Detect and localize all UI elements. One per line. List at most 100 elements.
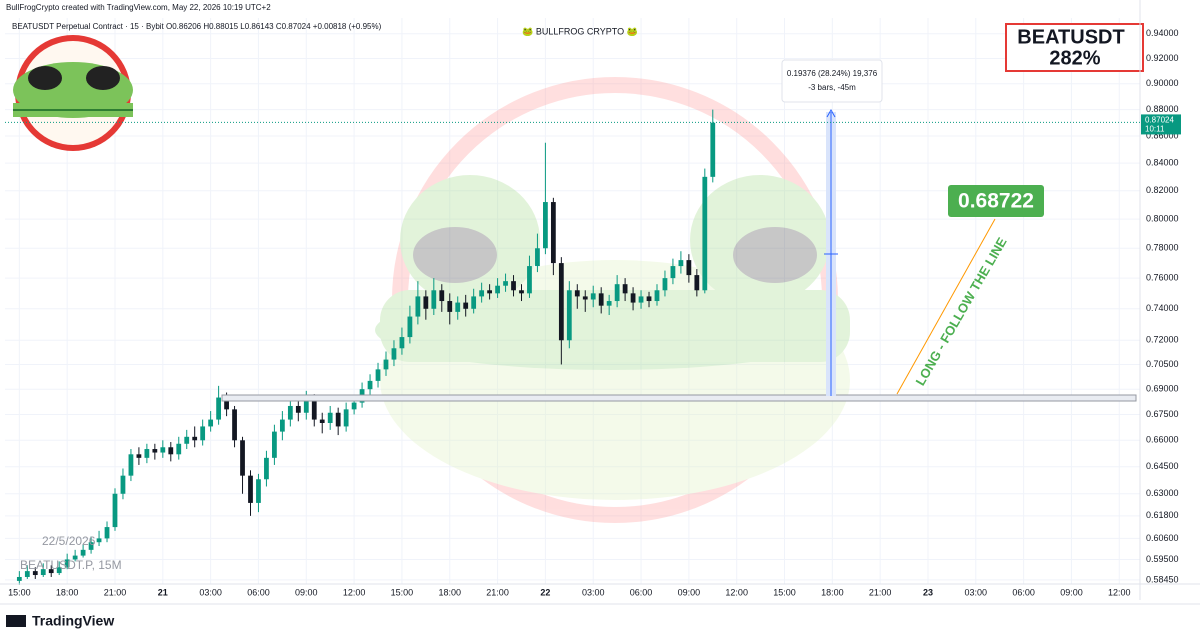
candle-body — [80, 549, 86, 556]
candle-body — [311, 399, 317, 420]
y-tick-label: 0.69000 — [1146, 384, 1179, 394]
x-tick-label: 03:00 — [965, 587, 988, 597]
candle-body — [152, 449, 158, 453]
candle-body — [248, 475, 253, 503]
watermark-title: 🐸 BULLFROG CRYPTO 🐸 — [522, 26, 638, 36]
candle-body — [216, 397, 222, 420]
candle-body — [176, 443, 182, 455]
candle-body — [622, 284, 628, 294]
candle-body — [439, 290, 445, 302]
candle-body — [24, 571, 30, 577]
candle-body — [351, 402, 357, 410]
axes: 0.58450 0.59500 0.60600 0.61800 0.63000 0.645… — [5, 28, 1181, 597]
candle-body — [423, 296, 429, 309]
x-tick-label: 21 — [158, 587, 168, 597]
candle-body — [48, 569, 54, 574]
candle-body — [56, 567, 62, 574]
candle-body — [272, 431, 277, 458]
y-tick-label: 0.82000 — [1146, 185, 1179, 195]
candle-body — [415, 296, 421, 317]
countdown: 10:11 — [1145, 125, 1165, 134]
grid — [5, 18, 1140, 584]
y-tick-label: 0.94000 — [1146, 28, 1179, 38]
candle-body — [88, 542, 94, 550]
candle-body — [590, 293, 596, 300]
y-tick-label: 0.84000 — [1146, 157, 1179, 167]
x-tick-label: 03:00 — [199, 587, 222, 597]
candle-body — [200, 426, 206, 441]
candle-body — [550, 202, 556, 264]
candle-body — [295, 405, 301, 413]
y-tick-label: 0.70500 — [1146, 359, 1179, 369]
level-label: 0.68722 — [958, 190, 1034, 213]
legend: BEATUSDT Perpetual Contract · 15 · Bybit… — [12, 22, 382, 31]
candle-body — [407, 316, 413, 338]
x-tick-label: 18:00 — [821, 587, 844, 597]
candle-body — [112, 493, 118, 528]
candle-body — [168, 447, 174, 455]
y-tick-label: 0.72000 — [1146, 335, 1179, 345]
candle-body — [598, 293, 604, 306]
candle-body — [447, 301, 453, 312]
candle-body — [327, 412, 333, 424]
candle-body — [399, 337, 405, 349]
x-tick-label: 09:00 — [1060, 587, 1083, 597]
candle-body — [519, 290, 524, 294]
candle-body — [710, 122, 716, 177]
candle-body — [543, 202, 548, 249]
y-tick-label: 0.66000 — [1146, 435, 1179, 445]
x-tick-label: 06:00 — [247, 587, 270, 597]
candle-body — [264, 457, 269, 480]
measure-text: 0.19376 (28.24%) 19,376 — [787, 69, 878, 78]
candle-body — [279, 419, 285, 432]
logo — [13, 35, 133, 151]
candle-body — [670, 266, 676, 279]
symbol-name: BEATUSDT.P, 15M — [20, 558, 122, 572]
y-tick-label: 0.67500 — [1146, 409, 1179, 419]
candle-body — [646, 296, 652, 302]
candle-body — [184, 436, 190, 444]
x-tick-label: 15:00 — [773, 587, 796, 597]
candle-body — [702, 176, 708, 291]
candle-body — [144, 449, 150, 458]
candle-body — [319, 419, 325, 424]
y-tick-label: 0.88000 — [1146, 104, 1179, 114]
candle-body — [256, 479, 261, 503]
candle-body — [224, 397, 229, 410]
y-tick-label: 0.90000 — [1146, 78, 1179, 88]
credit: BullFrogCrypto created with TradingView.… — [6, 3, 271, 12]
candle-body — [566, 290, 572, 341]
footer-logo — [6, 615, 26, 627]
level-badge — [948, 185, 1044, 217]
candle-body — [232, 409, 237, 441]
candle-body — [678, 260, 684, 267]
frog-watermark — [375, 77, 850, 523]
candle-body — [208, 419, 214, 427]
candle-body — [574, 290, 580, 297]
candle-body — [136, 454, 142, 458]
candle-body — [287, 405, 293, 420]
candle-body — [367, 380, 373, 390]
candle-body — [335, 412, 341, 427]
candle-body — [455, 302, 461, 312]
candle-body — [503, 281, 508, 286]
candle-body — [582, 296, 588, 300]
candle-body — [303, 399, 309, 413]
candle-body — [375, 369, 381, 381]
footer: TradingView — [32, 613, 114, 629]
candle-body — [96, 538, 102, 543]
candle-body — [487, 290, 492, 294]
x-tick-label: 03:00 — [582, 587, 605, 597]
x-tick-label: 21:00 — [104, 587, 127, 597]
x-tick-label: 23 — [923, 587, 933, 597]
symbol-date: 22/5/2026 — [42, 534, 96, 548]
candle-body — [192, 436, 198, 441]
candle-body — [240, 440, 245, 476]
candle-body — [40, 569, 46, 576]
candle-body — [606, 301, 612, 306]
candle-body — [614, 284, 620, 302]
candle-body — [471, 296, 477, 309]
candle-body — [638, 296, 644, 303]
candle-body — [686, 260, 692, 276]
x-tick-label: 22 — [540, 587, 550, 597]
